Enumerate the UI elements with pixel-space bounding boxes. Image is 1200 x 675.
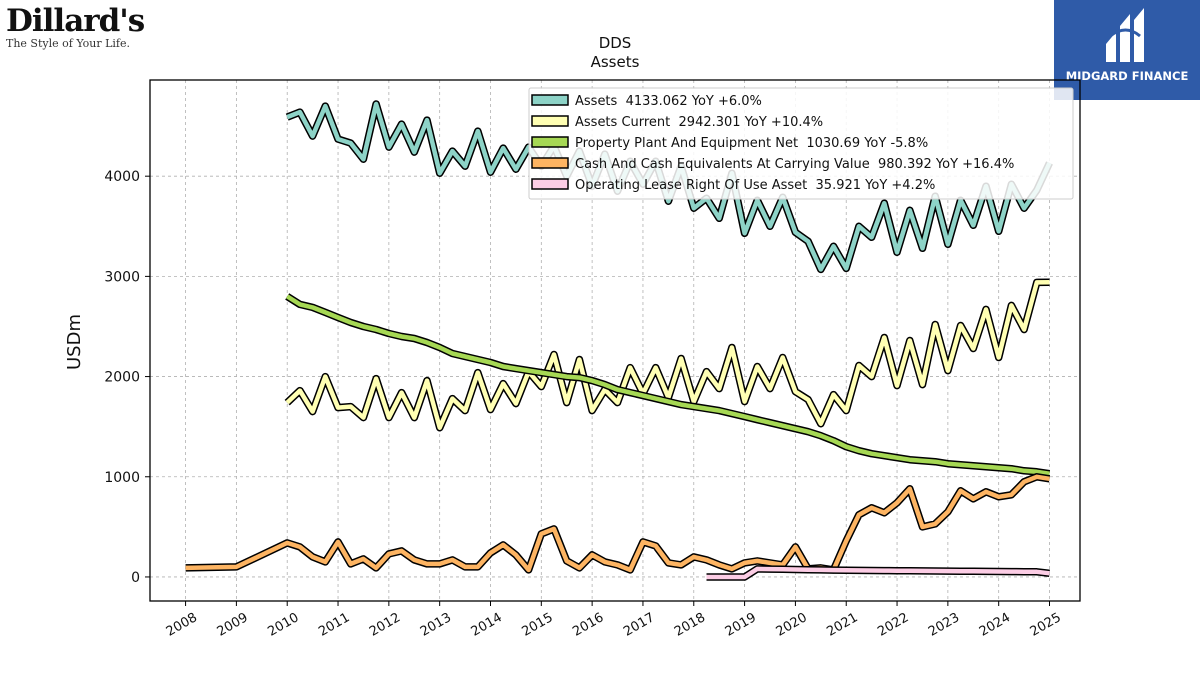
x-tick-label: 2022 (875, 610, 911, 640)
chart-subtitle: Assets (591, 53, 640, 71)
x-tick-label: 2023 (926, 610, 962, 640)
x-tick-label: 2014 (469, 610, 505, 640)
chart-title: DDS (599, 34, 632, 52)
legend-entry: Operating Lease Right Of Use Asset 35.92… (575, 178, 935, 193)
legend-swatch (531, 136, 569, 148)
x-tick-label: 2009 (215, 610, 251, 640)
legend-swatch (531, 94, 569, 106)
legend-entry: Cash And Cash Equivalents At Carrying Va… (575, 157, 1014, 172)
y-tick-label: 1000 (104, 470, 140, 486)
x-tick-label: 2018 (672, 610, 708, 640)
partner-name: MIDGARD FINANCE (1065, 69, 1189, 83)
x-tick-label: 2012 (367, 610, 403, 640)
brand-name: Dillard's (6, 3, 145, 39)
legend-swatch (531, 115, 569, 127)
legend-swatch (531, 157, 569, 169)
series-line (285, 279, 1050, 430)
x-axis: 2008 2009 2010 2011 2012 2013 2014 2015 2016 2017… (164, 601, 1064, 640)
legend: Assets 4133.062 YoY +6.0% Assets Current … (528, 87, 1074, 200)
y-tick-label: 0 (131, 570, 140, 586)
dillards-logo: Dillard's The Style of Your Life. (6, 4, 146, 50)
x-tick-label: 2011 (316, 610, 352, 640)
series-line (286, 101, 1052, 272)
y-tick-label: 4000 (104, 169, 140, 185)
x-tick-label: 2010 (265, 610, 301, 640)
y-axis: 0 1000 2000 3000 4000 (104, 169, 150, 586)
x-tick-label: 2016 (570, 610, 606, 640)
legend-box (528, 87, 1074, 200)
y-axis-label: USDm (64, 314, 85, 370)
x-tick-label: 2019 (723, 610, 759, 640)
x-tick-label: 2025 (1028, 610, 1064, 640)
x-tick-label: 2015 (519, 610, 555, 640)
legend-entry: Assets 4133.062 YoY +6.0% (575, 94, 762, 109)
x-tick-label: 2021 (824, 610, 860, 640)
x-tick-label: 2017 (621, 610, 657, 640)
x-tick-label: 2020 (774, 610, 810, 640)
midgard-finance-logo: MIDGARD FINANCE (1054, 0, 1200, 100)
legend-entry: Assets Current 2942.301 YoY +10.4% (575, 115, 823, 130)
x-tick-label: 2024 (977, 610, 1013, 640)
y-tick-label: 2000 (104, 370, 140, 386)
series-lines (185, 100, 1053, 581)
legend-entry: Property Plant And Equipment Net 1030.69… (575, 136, 928, 151)
x-tick-label: 2008 (164, 610, 200, 640)
series-line-outline (284, 278, 1050, 432)
series-line (185, 474, 1050, 573)
series-line (286, 294, 1050, 476)
series-line (706, 566, 1050, 580)
plot-frame (149, 79, 1081, 602)
legend-swatch (531, 178, 569, 190)
x-tick-label: 2013 (418, 610, 454, 640)
y-tick-label: 3000 (104, 269, 140, 285)
midgard-emblem-icon (1106, 8, 1144, 62)
brand-tagline: The Style of Your Life. (6, 37, 130, 50)
